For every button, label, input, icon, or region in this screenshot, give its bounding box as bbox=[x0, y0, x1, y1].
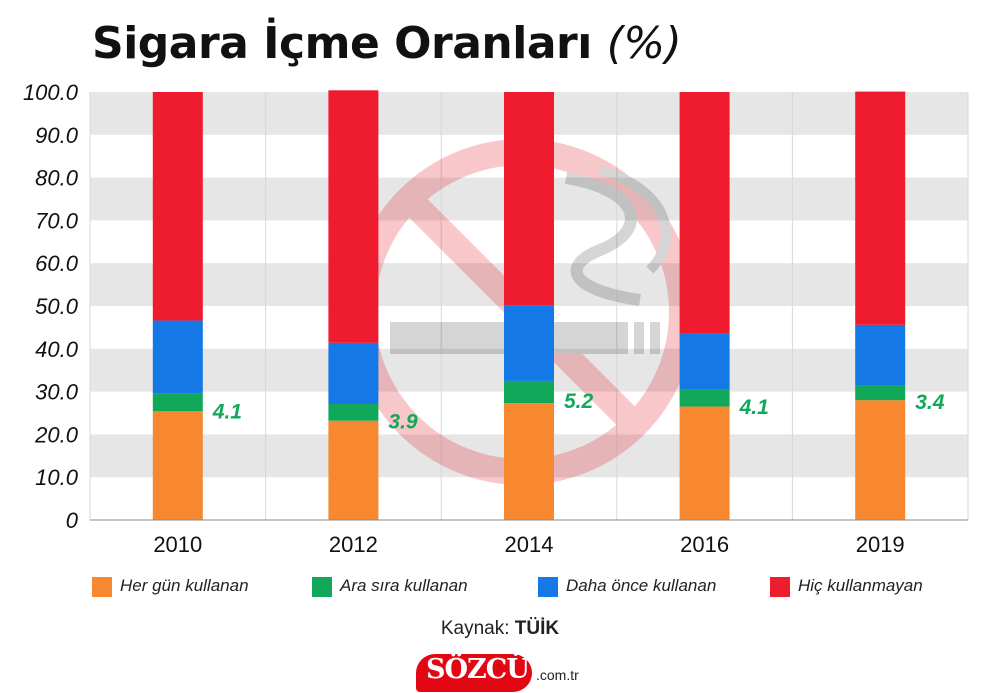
x-tick-label: 2010 bbox=[153, 532, 202, 557]
x-axis: 2010 2012 2014 2016 2019 bbox=[90, 519, 968, 557]
y-tick-label: 60.0 bbox=[35, 251, 79, 276]
x-tick-label: 2012 bbox=[329, 532, 378, 557]
bar-segment bbox=[679, 406, 730, 520]
y-tick-label: 100.0 bbox=[23, 80, 79, 105]
bar-segment bbox=[328, 342, 379, 405]
bars: 25.44.117.153.423.23.914.359.027.35.217.… bbox=[152, 90, 945, 520]
bar-segment bbox=[679, 333, 730, 390]
x-tick-label: 2014 bbox=[505, 532, 554, 557]
y-tick-label: 90.0 bbox=[35, 123, 79, 148]
brand-name: SÖZCÜ bbox=[426, 654, 530, 685]
y-tick-label: 20.0 bbox=[34, 422, 79, 447]
legend-label: Hiç kullanmayan bbox=[798, 576, 923, 595]
legend-swatch bbox=[770, 577, 790, 597]
legend: Her gün kullanan Ara sıra kullanan Daha ön… bbox=[92, 574, 972, 600]
grid-vertical-lines bbox=[89, 92, 969, 520]
bar-segment bbox=[504, 380, 554, 404]
data-label: 3.9 bbox=[388, 410, 418, 433]
y-tick-label: 80.0 bbox=[35, 166, 79, 191]
stacked-bar-chart: 0 10.0 20.0 30.0 40.0 50.0 60.0 70.0 80.0 90.0 100… bbox=[23, 80, 969, 557]
y-tick-label: 50.0 bbox=[35, 294, 79, 319]
data-label: 5.2 bbox=[564, 390, 594, 413]
brand-logo: SÖZCÜ .com.tr bbox=[416, 650, 584, 693]
data-label: 4.1 bbox=[739, 396, 769, 419]
bar-segment bbox=[855, 324, 906, 386]
y-tick-label: 10.0 bbox=[35, 465, 79, 490]
brand-domain: .com.tr bbox=[536, 667, 579, 683]
source-value: TÜİK bbox=[514, 618, 560, 639]
legend-label: Her gün kullanan bbox=[120, 576, 249, 595]
legend-swatch bbox=[538, 577, 558, 597]
source-line: Kaynak: TÜİK bbox=[0, 618, 1000, 640]
legend-swatch bbox=[312, 577, 332, 597]
bar-segment bbox=[504, 403, 554, 520]
bar-segment bbox=[855, 385, 906, 401]
chart-title-unit: (%) bbox=[606, 18, 682, 69]
bar-segment bbox=[152, 411, 203, 520]
legend-label: Daha önce kullanan bbox=[566, 576, 717, 595]
source-label: Kaynak: bbox=[440, 618, 510, 639]
chart-title: Sigara İçme Oranları (%) bbox=[92, 18, 682, 69]
bar-segment bbox=[152, 320, 203, 394]
brand-logo-bubble bbox=[416, 654, 532, 692]
bar-segment bbox=[855, 400, 906, 520]
y-tick-label: 40.0 bbox=[35, 337, 79, 362]
bar-segment bbox=[504, 305, 554, 381]
data-label: 4.1 bbox=[212, 401, 242, 424]
bar-segment bbox=[679, 92, 730, 334]
bar-segment bbox=[152, 92, 203, 321]
bar-segment bbox=[504, 92, 554, 306]
y-tick-label: 30.0 bbox=[35, 380, 79, 405]
data-label: 3.4 bbox=[915, 391, 945, 414]
legend-label: Ara sıra kullanan bbox=[340, 576, 468, 595]
bar-segment bbox=[328, 90, 379, 343]
x-tick-label: 2019 bbox=[856, 532, 905, 557]
bar-segment bbox=[152, 393, 203, 412]
chart-title-text: Sigara İçme Oranları bbox=[92, 18, 592, 69]
y-axis: 0 10.0 20.0 30.0 40.0 50.0 60.0 70.0 80.0 90.0 100… bbox=[23, 80, 79, 533]
x-tick-label: 2016 bbox=[680, 532, 729, 557]
y-tick-label: 0 bbox=[66, 508, 79, 533]
bar-segment bbox=[679, 389, 730, 407]
bar-segment bbox=[328, 404, 379, 421]
legend-swatch bbox=[92, 577, 112, 597]
y-tick-label: 70.0 bbox=[35, 208, 79, 233]
bar-segment bbox=[328, 420, 379, 520]
bar-segment bbox=[855, 91, 906, 325]
